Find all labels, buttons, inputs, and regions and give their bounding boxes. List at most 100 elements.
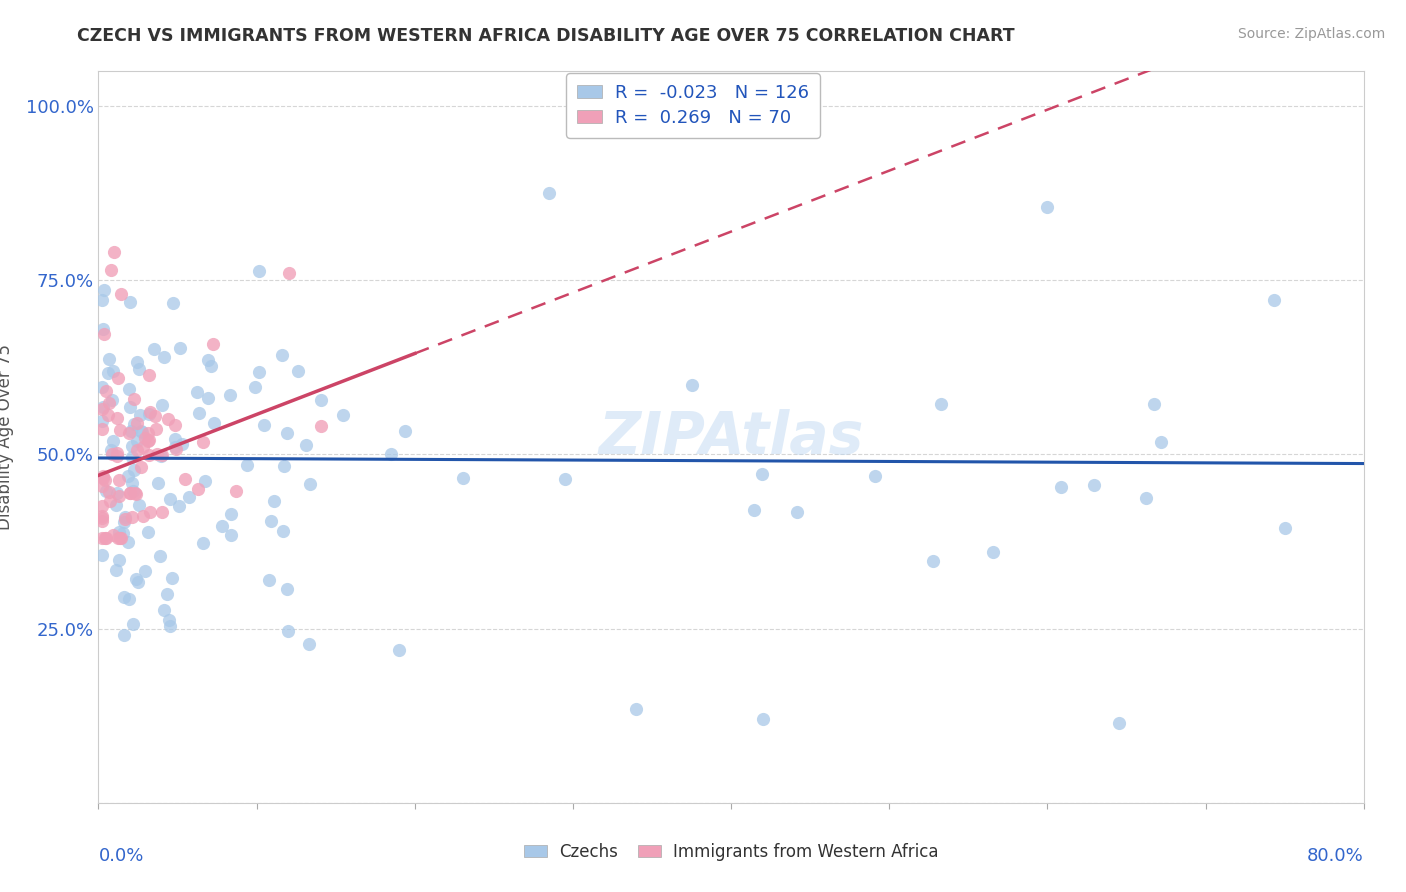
Text: 80.0%: 80.0% xyxy=(1308,847,1364,864)
Point xyxy=(1135,491,1157,505)
Point xyxy=(93,471,115,485)
Point xyxy=(139,505,162,519)
Point xyxy=(90,401,112,416)
Point xyxy=(247,365,270,379)
Point xyxy=(1143,397,1166,411)
Point xyxy=(100,393,122,408)
Point xyxy=(981,545,1004,559)
Point xyxy=(271,348,294,362)
Point xyxy=(117,535,139,549)
Point xyxy=(112,516,135,530)
Point xyxy=(118,425,141,440)
Point xyxy=(105,446,128,460)
Point xyxy=(118,400,141,414)
Point xyxy=(156,586,179,600)
Point xyxy=(101,528,124,542)
Point xyxy=(922,554,945,568)
Point xyxy=(90,511,112,525)
Point xyxy=(276,582,298,596)
Point xyxy=(114,512,136,526)
Point xyxy=(100,442,122,457)
Point xyxy=(744,503,766,517)
Point xyxy=(90,548,112,562)
Point xyxy=(143,342,166,356)
Point xyxy=(1263,293,1285,308)
Point xyxy=(107,371,129,385)
Point xyxy=(253,418,276,433)
Point xyxy=(131,425,153,440)
Point xyxy=(271,524,294,538)
Point xyxy=(1050,480,1073,494)
Point xyxy=(132,440,155,454)
Point xyxy=(122,616,145,631)
Point xyxy=(118,382,141,396)
Point xyxy=(751,712,773,726)
Point xyxy=(129,424,152,438)
Point xyxy=(221,527,243,541)
Point xyxy=(295,437,318,451)
Point xyxy=(120,486,142,500)
Point xyxy=(90,531,112,545)
Point xyxy=(127,575,149,590)
Point xyxy=(125,434,148,449)
Point xyxy=(165,432,187,446)
Point xyxy=(108,552,131,566)
Point xyxy=(120,295,142,310)
Point xyxy=(157,614,180,628)
Point xyxy=(122,483,145,498)
Point xyxy=(124,417,146,432)
Point xyxy=(91,293,114,307)
Point xyxy=(112,590,135,604)
Point xyxy=(136,524,159,539)
Point xyxy=(187,482,209,496)
Point xyxy=(134,431,156,445)
Point xyxy=(105,449,128,463)
Point xyxy=(108,524,131,539)
Point xyxy=(150,505,173,519)
Point xyxy=(138,407,160,421)
Point xyxy=(277,267,299,281)
Point xyxy=(931,397,953,411)
Point xyxy=(132,509,155,524)
Point xyxy=(160,571,183,585)
Point xyxy=(121,450,143,464)
Point xyxy=(453,471,475,485)
Point xyxy=(263,494,285,508)
Point xyxy=(91,322,114,336)
Point xyxy=(100,263,122,277)
Point xyxy=(125,487,148,501)
Point xyxy=(110,287,132,301)
Point xyxy=(298,477,321,491)
Point xyxy=(276,426,298,441)
Point xyxy=(114,509,136,524)
Point xyxy=(786,505,808,519)
Point xyxy=(125,572,148,586)
Point xyxy=(121,439,143,453)
Point xyxy=(118,485,141,500)
Point xyxy=(1108,715,1130,730)
Point xyxy=(90,499,112,513)
Point xyxy=(1150,434,1173,449)
Point xyxy=(97,408,120,422)
Point xyxy=(277,624,299,638)
Point xyxy=(145,422,167,436)
Point xyxy=(138,405,160,419)
Point xyxy=(108,489,131,503)
Point xyxy=(103,245,125,260)
Point xyxy=(157,412,180,426)
Point xyxy=(257,573,280,587)
Point xyxy=(243,379,266,393)
Point xyxy=(146,476,169,491)
Point xyxy=(94,531,117,545)
Point xyxy=(218,388,240,402)
Point xyxy=(186,384,208,399)
Point xyxy=(120,424,142,438)
Point xyxy=(96,483,118,498)
Point xyxy=(118,591,141,606)
Point xyxy=(110,423,132,437)
Point xyxy=(90,514,112,528)
Point xyxy=(101,364,124,378)
Point xyxy=(138,434,160,448)
Point xyxy=(138,368,160,382)
Point xyxy=(138,448,160,462)
